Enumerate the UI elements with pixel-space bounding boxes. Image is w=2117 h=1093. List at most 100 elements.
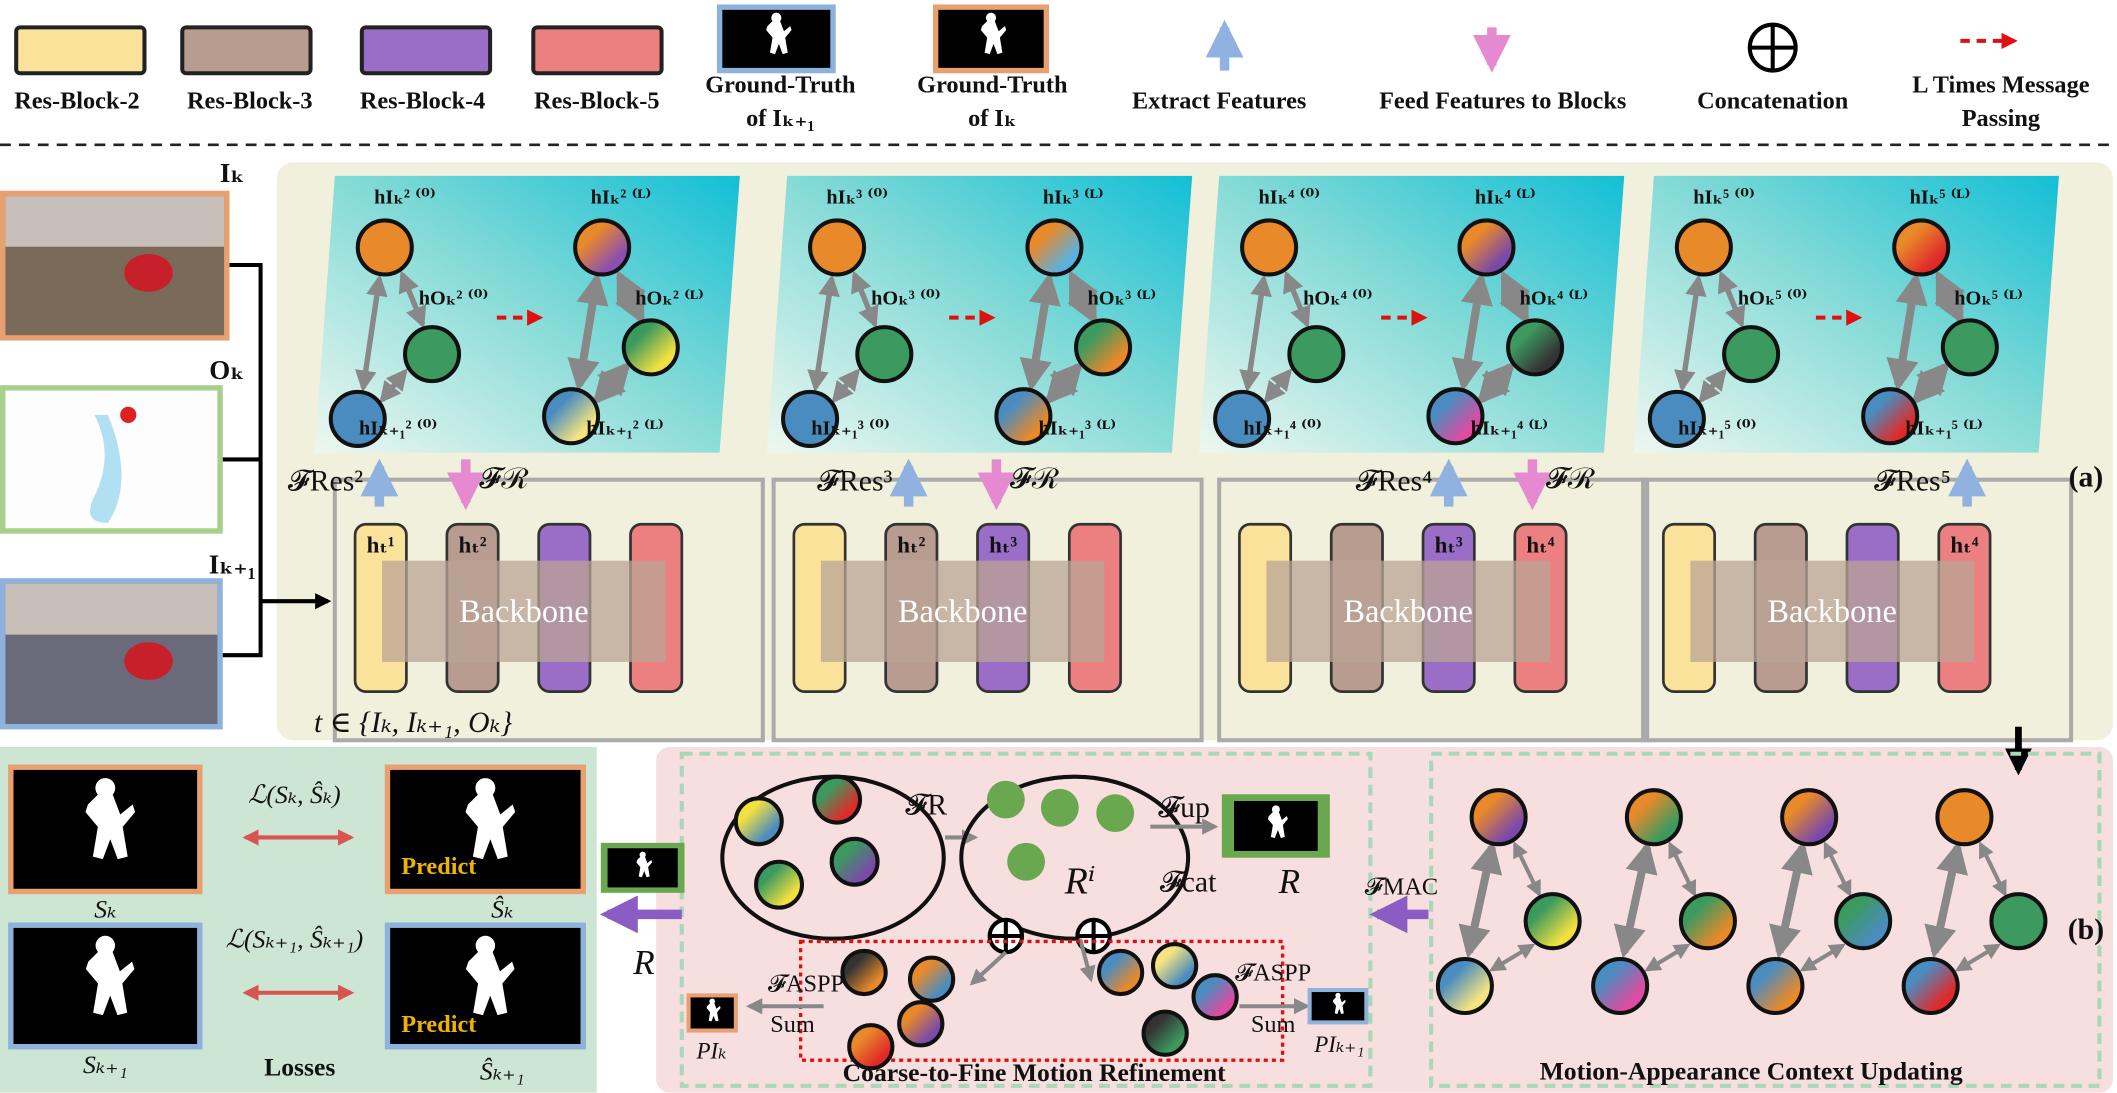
- s-label: Sₖ₊₁: [83, 1050, 128, 1079]
- backbone-overlay: [382, 560, 666, 662]
- graph-node: [1746, 956, 1805, 1015]
- region-node: [1096, 794, 1135, 833]
- arrow: [1911, 361, 1950, 405]
- node-label: hIₖ³ ⁽⁰⁾: [826, 186, 888, 208]
- graph-node: [1506, 318, 1565, 377]
- graph-node: [1523, 892, 1582, 951]
- extract-label: 𝓕Res³: [817, 466, 892, 498]
- graph-node: [1624, 788, 1683, 847]
- dancer: [124, 253, 173, 292]
- region-node: [986, 780, 1025, 819]
- graph-node: [1591, 956, 1650, 1015]
- graph-node: [840, 948, 888, 997]
- graph-node: [1861, 387, 1920, 446]
- arrow: [1613, 840, 1658, 959]
- graph-node: [754, 859, 805, 910]
- legend-label: of Iₖ₊₁: [746, 105, 815, 132]
- graph-node: [1150, 942, 1199, 990]
- node-label: hOₖ⁵ ⁽ᴸ⁾: [1954, 288, 2023, 310]
- feed-label: 𝓕ℛ: [479, 463, 529, 495]
- graph-node: [1025, 218, 1084, 277]
- arrow: [1476, 361, 1516, 405]
- refine-box: [798, 939, 1285, 1062]
- arrow: [1769, 840, 1813, 959]
- extract-label: 𝓕Res²: [288, 466, 363, 498]
- graph-node: [542, 387, 601, 446]
- graph-node: [1469, 788, 1528, 847]
- input-label: Oₖ: [209, 355, 244, 385]
- r-i-label: Rⁱ: [1064, 860, 1096, 902]
- extract-label: 𝓕Res⁴: [1356, 466, 1433, 498]
- graph-node: [1074, 318, 1133, 377]
- node-label: hIₖ₊₁² ⁽ᴸ⁾: [586, 417, 664, 439]
- graph-node: [573, 218, 632, 277]
- input-label: Iₖ: [220, 158, 245, 188]
- arrow: [1067, 270, 1099, 325]
- arrow: [1674, 274, 1707, 393]
- arrow: [1978, 841, 2007, 898]
- backbone-overlay: [1266, 560, 1550, 662]
- graph-node: [1435, 956, 1494, 1015]
- arrow: [1924, 840, 1968, 959]
- backbone-overlay: [1690, 560, 1974, 662]
- arrow: [1717, 270, 1746, 329]
- legend-label: of Iₖ: [968, 105, 1017, 132]
- arrow: [379, 368, 408, 404]
- node-label: hOₖ⁴ ⁽⁰⁾: [1303, 288, 1373, 310]
- aspp-label: 𝓕ASPP: [1235, 960, 1311, 987]
- legend-label: Ground-Truth: [705, 71, 856, 98]
- f-mac-label: 𝓕MAC: [1365, 873, 1438, 900]
- graph-node: [1834, 892, 1893, 951]
- feed-label: 𝓕ℛ: [1546, 463, 1596, 495]
- backbone-overlay: [820, 560, 1105, 662]
- region-node: [1040, 788, 1079, 827]
- graph-node: [1940, 318, 1999, 377]
- arrow: [1499, 270, 1531, 325]
- graph-node: [1141, 1009, 1189, 1057]
- graph-node: [812, 774, 863, 825]
- feed-label: 𝓕ℛ: [1010, 463, 1060, 495]
- backbone-label: Backbone: [898, 594, 1028, 630]
- block-label: hₜ⁴: [1950, 532, 1978, 557]
- graph-node: [733, 796, 784, 847]
- arrow: [355, 274, 388, 393]
- loss-formula: ℒ(Sₖ, Ŝₖ): [248, 780, 341, 809]
- block-label: hₜ²: [458, 532, 486, 557]
- sum-label: Sum: [1251, 1011, 1296, 1038]
- arrow: [1668, 841, 1697, 898]
- mac-title: Motion-Appearance Context Updating: [1540, 1057, 1963, 1086]
- legend-swatch: [14, 25, 147, 76]
- silhouette: [766, 12, 792, 55]
- silhouette: [706, 998, 721, 1022]
- arrow: [1019, 272, 1061, 392]
- graph-node: [1901, 956, 1960, 1015]
- node-label: hOₖ³ ⁽ᴸ⁾: [1088, 288, 1157, 310]
- backbone-label: Backbone: [1767, 594, 1897, 630]
- stage-box: [1641, 477, 2074, 743]
- f-up-label: 𝓕up: [1158, 792, 1210, 824]
- node-label: hOₖ² ⁽ᴸ⁾: [635, 288, 704, 310]
- graph-node: [1780, 788, 1839, 847]
- predict-label: Predict: [401, 853, 476, 880]
- dancer: [124, 642, 173, 681]
- s-label: Ŝₖ₊₁: [480, 1057, 525, 1086]
- arrow: [1823, 841, 1852, 898]
- s-label: Sₖ: [94, 895, 116, 924]
- arrow: [1886, 272, 1928, 392]
- arrow: [1263, 368, 1293, 404]
- graph-node: [1213, 389, 1272, 448]
- graph-node: [403, 325, 462, 384]
- image-sky: [5, 196, 225, 247]
- flow-blob: [120, 406, 137, 423]
- backbone-label: Backbone: [1343, 594, 1473, 630]
- r-label: R: [1278, 862, 1300, 901]
- flow-blob: [90, 414, 122, 523]
- node-label: hIₖ⁴ ⁽ᴸ⁾: [1475, 186, 1536, 208]
- node-label: hIₖ⁵ ⁽ᴸ⁾: [1910, 186, 1971, 208]
- graph-node: [1722, 325, 1781, 384]
- arrow: [1799, 943, 1846, 972]
- arrow: [851, 270, 879, 329]
- arrow: [1451, 272, 1493, 392]
- r-label: R: [632, 943, 654, 982]
